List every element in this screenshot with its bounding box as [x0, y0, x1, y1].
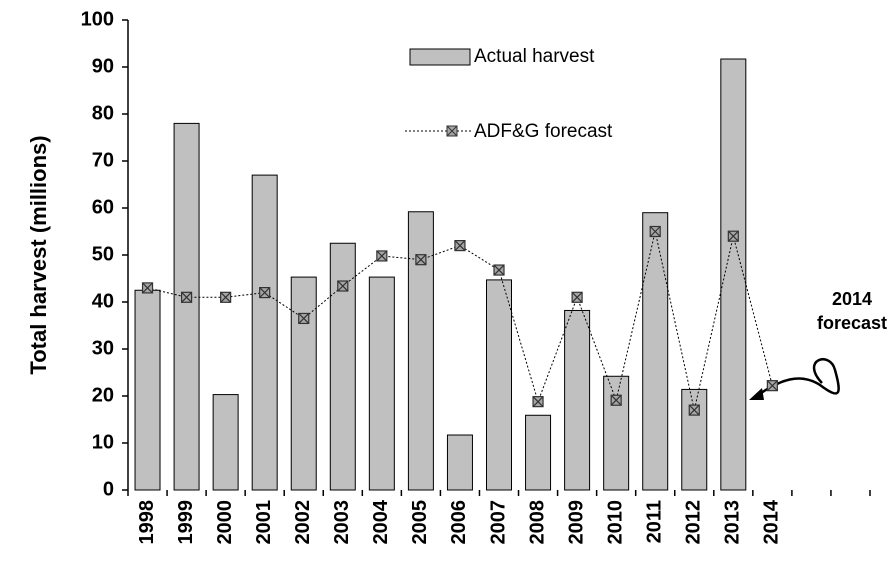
forecast-marker [610, 394, 622, 406]
forecast-marker [649, 225, 661, 238]
y-tick-label: 50 [92, 243, 114, 265]
y-tick-label: 0 [103, 478, 114, 500]
annotation-arrowhead [749, 388, 764, 400]
forecast-marker [727, 230, 739, 242]
forecast-marker [766, 380, 778, 392]
x-tick-label: 2000 [214, 500, 236, 545]
x-tick-label: 2013 [722, 500, 744, 545]
annotation-arrow [757, 358, 840, 397]
forecast-marker [376, 250, 388, 262]
bar [329, 242, 356, 491]
forecast-marker [454, 240, 466, 252]
bar [212, 394, 239, 491]
y-tick-label: 60 [92, 196, 114, 218]
bar [134, 289, 161, 491]
legend-label: ADF&G forecast [474, 121, 613, 142]
forecast-marker [493, 264, 505, 276]
y-tick-label: 70 [92, 149, 114, 171]
forecast-line [147, 231, 773, 411]
forecast-marker [220, 291, 232, 303]
forecast-marker [141, 282, 154, 294]
y-tick-label: 10 [92, 431, 114, 453]
bar [173, 122, 200, 491]
bar [446, 434, 473, 491]
forecast-marker [415, 254, 427, 266]
legend-label: Actual harvest [474, 46, 595, 67]
forecast-marker [259, 287, 271, 299]
y-tick-label: 90 [92, 55, 114, 77]
x-tick-label: 2006 [448, 500, 470, 545]
x-tick-label: 2003 [331, 500, 353, 545]
x-tick-label: 1999 [175, 500, 197, 545]
y-tick-label: 80 [92, 102, 114, 124]
legend-swatch [409, 48, 471, 66]
bar [720, 58, 747, 491]
y-tick-label: 40 [92, 290, 114, 312]
x-tick-label: 2008 [526, 500, 548, 545]
forecast-marker [688, 404, 700, 416]
bar [525, 414, 552, 491]
forecast-marker [180, 291, 193, 303]
x-tick-label: 2005 [409, 500, 431, 545]
x-tick-label: 2009 [565, 500, 587, 545]
x-tick-label: 2007 [487, 500, 509, 545]
x-tick-label: 2011 [643, 500, 665, 543]
bar [290, 276, 317, 491]
bar [564, 309, 591, 491]
x-tick-label: 2002 [292, 500, 314, 545]
bar [368, 276, 395, 491]
bar [407, 211, 434, 491]
y-axis-label: Total harvest (millions) [26, 135, 51, 374]
x-tick-label: 2014 [761, 499, 783, 544]
x-tick-label: 1998 [136, 500, 158, 545]
forecast-marker [298, 312, 310, 325]
y-tick-label: 20 [92, 384, 114, 406]
x-tick-label: 2004 [370, 499, 392, 544]
x-tick-label: 2012 [683, 500, 705, 545]
bar [642, 212, 669, 491]
bar [681, 388, 708, 491]
forecast-marker [571, 291, 583, 303]
x-tick-label: 2010 [604, 500, 626, 545]
forecast-marker [337, 280, 349, 292]
bar [603, 375, 630, 491]
x-tick-label: 2001 [253, 500, 275, 545]
annotation: forecast [817, 313, 887, 333]
y-tick-label: 30 [92, 337, 114, 359]
annotation: 2014 [832, 289, 872, 309]
bar [486, 279, 512, 491]
legend-marker-x [446, 125, 458, 137]
y-tick-label: 100 [81, 8, 114, 30]
forecast-marker [532, 396, 544, 408]
bar [251, 174, 278, 491]
